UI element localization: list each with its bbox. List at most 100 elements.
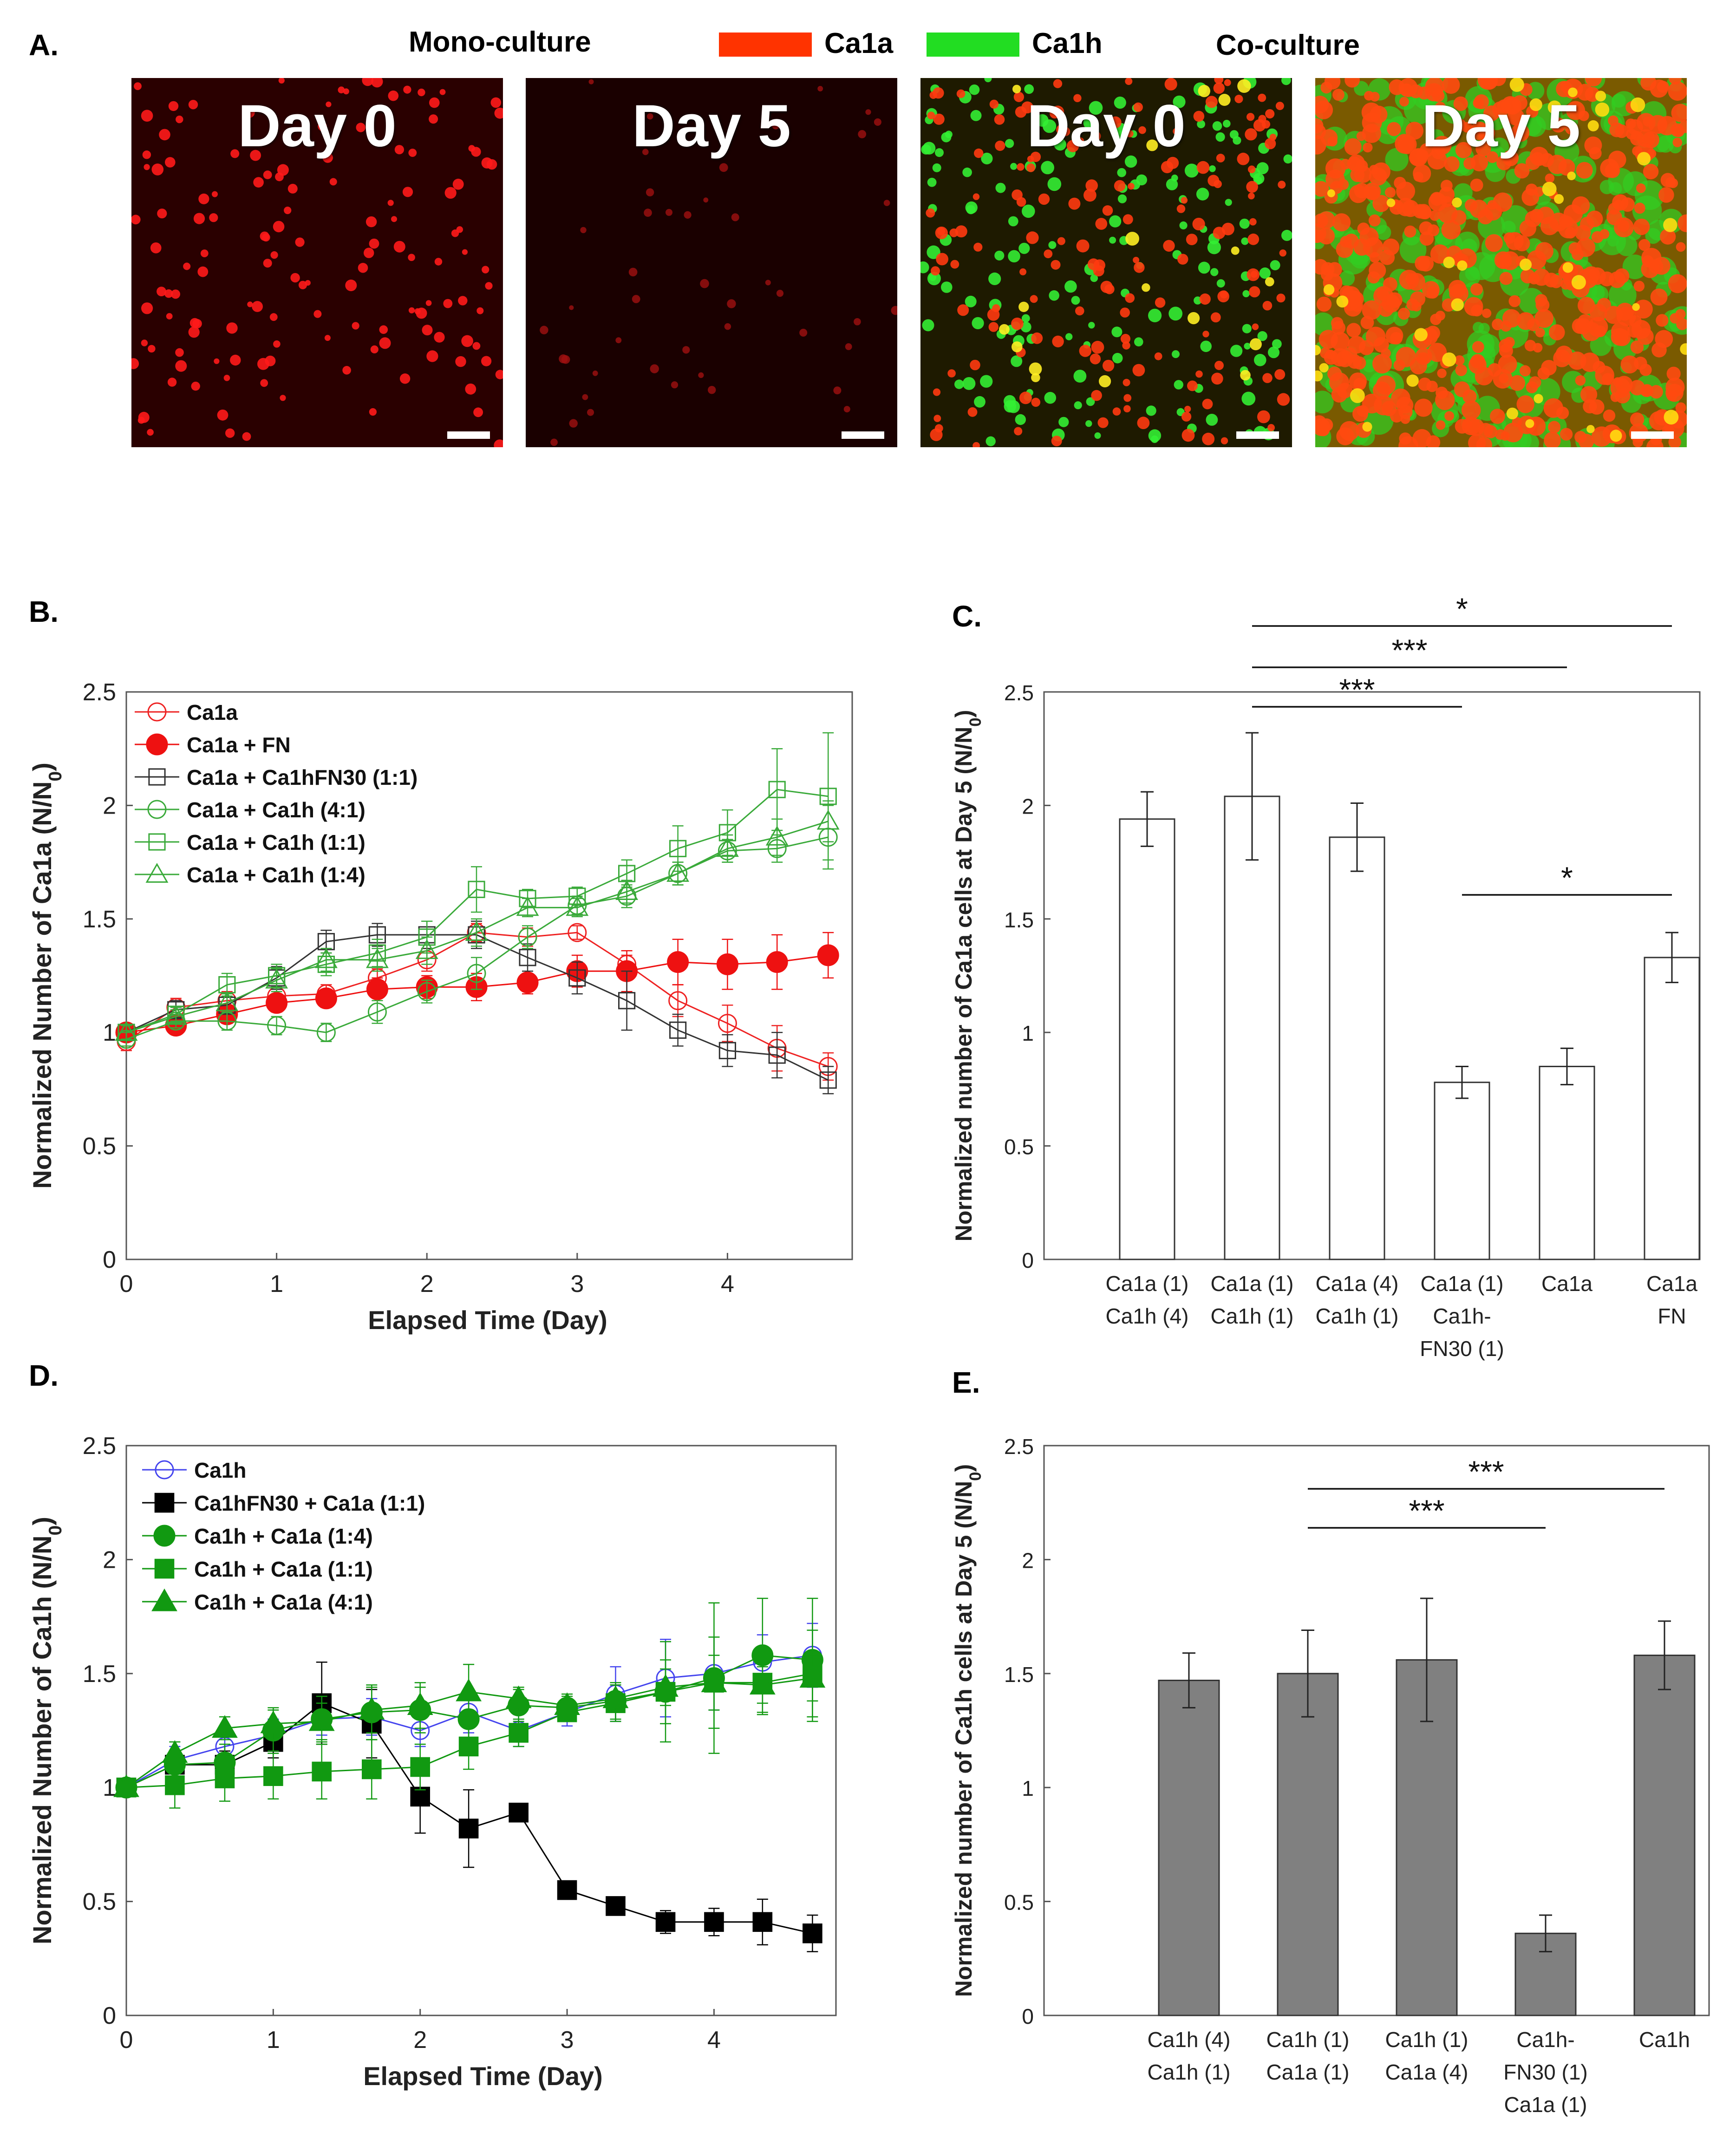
cell <box>1680 343 1687 355</box>
cell <box>1012 85 1021 93</box>
cell <box>1252 323 1259 330</box>
data-point <box>666 862 690 882</box>
cell <box>700 279 709 288</box>
cell <box>1338 179 1349 190</box>
cell <box>1187 380 1198 391</box>
cell <box>970 359 980 371</box>
cell <box>1315 124 1326 139</box>
cell <box>1259 267 1271 279</box>
cell <box>1249 286 1260 298</box>
cell <box>776 290 784 297</box>
cell <box>198 193 209 204</box>
cell <box>1576 162 1593 179</box>
cell <box>1083 189 1096 202</box>
cell <box>1213 82 1225 94</box>
cell <box>226 322 238 334</box>
cell <box>1075 306 1084 316</box>
cell <box>1455 364 1467 376</box>
cell <box>284 206 292 215</box>
cell <box>1452 197 1462 208</box>
cell <box>1636 183 1646 193</box>
y-tick-label: 1.5 <box>1004 908 1034 932</box>
cell <box>1660 173 1675 188</box>
cell <box>1657 116 1677 136</box>
significance-label: *** <box>1391 633 1427 667</box>
cell <box>490 97 502 108</box>
cell <box>1265 109 1275 119</box>
x-category-label: FN <box>1658 1304 1686 1328</box>
cell <box>1503 423 1523 443</box>
cell <box>1649 259 1664 274</box>
cell <box>1610 430 1622 442</box>
cell <box>1268 346 1279 359</box>
cell <box>408 254 415 261</box>
cell <box>1436 420 1446 430</box>
cell <box>1568 87 1578 98</box>
cell <box>854 318 861 326</box>
cell <box>1257 331 1267 341</box>
cell <box>957 304 969 316</box>
cell <box>273 340 281 348</box>
cell <box>1606 209 1622 225</box>
x-tick-label: 1 <box>267 2027 280 2054</box>
cell <box>1214 360 1224 370</box>
cell <box>1399 97 1409 107</box>
cell <box>1320 82 1332 94</box>
cell <box>1197 120 1205 129</box>
cell <box>324 335 331 341</box>
cell <box>273 221 285 233</box>
cell <box>972 193 980 200</box>
cell <box>1004 395 1016 408</box>
cell <box>1242 290 1250 298</box>
cell <box>833 386 842 395</box>
data-point <box>314 948 338 968</box>
cell <box>1359 227 1379 247</box>
cell <box>1372 195 1390 212</box>
cell <box>1586 210 1603 228</box>
cell <box>1595 91 1606 102</box>
bar <box>1434 1082 1490 1260</box>
data-point <box>468 880 485 898</box>
cell <box>1608 281 1637 309</box>
bar <box>1224 795 1280 1260</box>
cell <box>1242 324 1252 333</box>
y-tick-label: 0.5 <box>83 1133 116 1160</box>
cell <box>1148 308 1162 322</box>
cell <box>1126 130 1134 137</box>
cell <box>362 78 373 86</box>
cell <box>703 197 709 203</box>
cell <box>967 407 978 417</box>
cell <box>1071 296 1080 305</box>
cell <box>582 394 588 400</box>
cell <box>1134 262 1145 273</box>
cell <box>476 307 484 314</box>
cell <box>1146 405 1156 416</box>
cell <box>1128 183 1135 190</box>
cell <box>1586 425 1595 433</box>
cell <box>1664 410 1679 425</box>
y-tick-label: 1 <box>103 1774 116 1801</box>
cell <box>257 358 269 370</box>
data-point <box>568 923 587 942</box>
cell <box>1134 337 1143 346</box>
cell <box>1369 167 1387 186</box>
x-category-label: Ca1a (1) <box>1421 1271 1504 1296</box>
cell <box>1064 280 1077 293</box>
cell <box>1221 222 1234 235</box>
cell <box>1244 343 1251 350</box>
cell <box>1634 357 1647 370</box>
cell <box>1615 376 1633 393</box>
cell <box>1230 345 1243 357</box>
cell <box>1019 268 1027 275</box>
cell <box>1385 148 1409 171</box>
cell <box>1216 279 1225 288</box>
cell <box>175 348 184 357</box>
cell <box>1468 434 1486 447</box>
cell <box>1088 322 1095 329</box>
cell <box>295 237 305 247</box>
cell <box>1414 398 1433 417</box>
y-tick-label: 1 <box>1022 1776 1034 1800</box>
cell <box>1168 306 1183 321</box>
cell <box>452 178 464 190</box>
cell <box>1104 284 1115 294</box>
